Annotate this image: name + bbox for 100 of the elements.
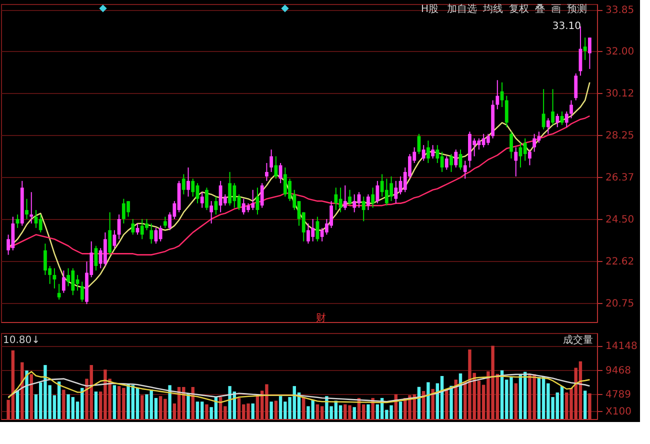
candlestick (260, 182, 264, 208)
candlestick (131, 218, 135, 236)
candlestick (112, 230, 116, 249)
bar (366, 404, 370, 419)
candlestick (52, 268, 56, 289)
candlestick (556, 113, 560, 128)
annotation: 复权 (509, 3, 529, 15)
bar (445, 390, 448, 419)
annotation: 预测 (567, 3, 587, 15)
bar (57, 381, 61, 419)
candlestick (150, 222, 154, 244)
candlestick (450, 154, 453, 172)
candlestick (210, 200, 214, 224)
candlestick (376, 180, 380, 204)
annotation: ◆ (281, 3, 290, 14)
candlestick (532, 133, 536, 152)
candlestick (454, 149, 458, 168)
bar (537, 376, 541, 419)
annotation: 33.10 (552, 21, 581, 32)
candlestick (80, 281, 84, 302)
y-tick-label: 24.50 (606, 214, 634, 226)
candlestick (62, 270, 66, 294)
bar (316, 404, 320, 419)
candlestick (270, 149, 274, 172)
annotation: H股 (421, 4, 439, 15)
candlestick (422, 144, 426, 162)
bar (205, 404, 208, 419)
annotation: 画 (551, 4, 561, 15)
annotation: 10.80↓ (3, 335, 40, 346)
candlestick (504, 95, 508, 128)
annotation: 财 (316, 312, 326, 324)
bar (320, 406, 324, 419)
candlestick (343, 184, 347, 211)
y-tick-label: 32.00 (606, 46, 634, 58)
candlestick (30, 192, 34, 224)
bar (588, 393, 592, 419)
y-tick-label: X100 (606, 406, 632, 418)
candlestick (186, 166, 190, 198)
candlestick (348, 189, 352, 206)
bar (94, 392, 98, 419)
candlestick (274, 156, 278, 180)
y-tick-label: 14148 (606, 341, 638, 352)
bar (426, 382, 430, 419)
bar (352, 407, 356, 419)
candlestick (486, 133, 490, 146)
y-tick-label: 22.62 (606, 256, 634, 268)
candlestick (191, 178, 195, 198)
bar (274, 400, 278, 419)
bar (186, 393, 190, 419)
candlestick (163, 216, 167, 228)
candlestick (371, 187, 375, 208)
candlestick (200, 192, 204, 208)
candlestick (182, 174, 186, 195)
candlestick (426, 140, 430, 164)
candlestick (570, 100, 573, 119)
bar (398, 402, 402, 419)
bar (583, 390, 587, 419)
bar (270, 402, 273, 419)
bar (140, 395, 144, 419)
bar (25, 370, 28, 419)
candlestick (583, 37, 587, 60)
candlestick (366, 194, 370, 211)
bar (30, 374, 33, 419)
candlestick (57, 283, 61, 300)
candlestick (436, 144, 440, 164)
candlestick (205, 187, 208, 211)
bar (196, 402, 200, 419)
annotation: 叠 (535, 4, 545, 15)
candlestick (588, 37, 592, 70)
candlestick (574, 72, 578, 101)
candlestick (431, 144, 435, 160)
candlestick (546, 118, 550, 134)
candlestick (510, 131, 513, 160)
bar (16, 390, 20, 419)
bar (514, 383, 518, 419)
candlestick (564, 110, 568, 128)
candlestick (514, 146, 518, 177)
annotation: 加自选 (447, 3, 477, 15)
annotation: ◆ (99, 3, 108, 14)
y-tick-label: 26.37 (606, 172, 634, 184)
y-tick-label: 20.75 (606, 298, 634, 310)
y-tick-label: 33.85 (606, 5, 634, 16)
candlestick (25, 198, 28, 220)
candlestick (362, 196, 366, 222)
candlestick (158, 225, 162, 242)
annotation: 均线 (482, 3, 503, 15)
candlestick (352, 194, 356, 213)
candlestick (463, 160, 467, 180)
bar (450, 386, 453, 419)
y-tick-label: 4789 (606, 390, 631, 401)
bar (168, 385, 172, 419)
bar (251, 403, 254, 419)
candlestick (265, 162, 268, 182)
candlestick (334, 187, 338, 211)
bar (237, 398, 241, 419)
bar (112, 385, 116, 419)
y-tick-label: 9468 (606, 365, 631, 376)
candlestick (496, 80, 500, 110)
candlestick (214, 196, 218, 216)
candlestick (417, 133, 421, 155)
